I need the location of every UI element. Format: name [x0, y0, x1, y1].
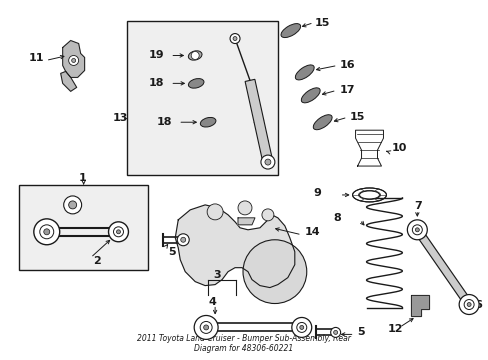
Circle shape	[63, 196, 81, 214]
Polygon shape	[61, 71, 77, 91]
Text: 4: 4	[208, 297, 216, 306]
Ellipse shape	[352, 188, 386, 202]
Text: 2: 2	[93, 256, 101, 266]
Text: 9: 9	[313, 188, 321, 198]
Circle shape	[411, 225, 422, 235]
Text: 5: 5	[357, 327, 365, 337]
Ellipse shape	[188, 51, 202, 60]
Circle shape	[264, 159, 270, 165]
Bar	[127, 21, 277, 175]
Circle shape	[261, 155, 274, 169]
Circle shape	[177, 234, 189, 246]
Text: 19: 19	[148, 50, 163, 60]
Polygon shape	[175, 205, 294, 288]
Polygon shape	[62, 41, 84, 77]
Circle shape	[466, 302, 470, 306]
Text: 11: 11	[29, 54, 44, 63]
Circle shape	[191, 51, 199, 59]
Circle shape	[68, 55, 79, 66]
Polygon shape	[355, 130, 383, 166]
Text: 6: 6	[473, 300, 481, 310]
Circle shape	[200, 321, 212, 333]
Circle shape	[68, 201, 77, 209]
Circle shape	[330, 328, 340, 337]
Text: 7: 7	[413, 201, 421, 211]
Circle shape	[181, 237, 185, 242]
Polygon shape	[238, 218, 254, 225]
Text: 13: 13	[112, 113, 128, 123]
Text: 8: 8	[333, 213, 341, 223]
Circle shape	[291, 318, 311, 337]
Text: 15: 15	[314, 18, 329, 28]
Text: 1: 1	[79, 173, 86, 183]
Circle shape	[113, 227, 123, 237]
Circle shape	[262, 209, 273, 221]
Circle shape	[207, 204, 223, 220]
Ellipse shape	[359, 191, 379, 199]
Circle shape	[194, 315, 218, 339]
Circle shape	[296, 323, 306, 332]
Ellipse shape	[313, 115, 331, 130]
Ellipse shape	[200, 117, 216, 127]
Circle shape	[407, 220, 427, 240]
Circle shape	[229, 33, 240, 44]
Text: 18: 18	[156, 117, 171, 127]
Text: 18: 18	[148, 78, 163, 88]
Circle shape	[299, 325, 303, 329]
Ellipse shape	[295, 65, 314, 80]
Circle shape	[108, 222, 128, 242]
Text: 5: 5	[168, 247, 176, 257]
Circle shape	[238, 201, 251, 215]
Text: 3: 3	[213, 270, 220, 280]
Text: 17: 17	[339, 85, 354, 95]
Polygon shape	[413, 228, 471, 307]
Polygon shape	[410, 294, 428, 316]
Text: 2011 Toyota Land Cruiser - Bumper Sub-Assembly, Rear
Diagram for 48306-60221: 2011 Toyota Land Cruiser - Bumper Sub-As…	[137, 334, 350, 353]
Text: 16: 16	[339, 60, 354, 71]
Ellipse shape	[188, 78, 203, 88]
Circle shape	[40, 225, 54, 239]
Text: 15: 15	[349, 112, 364, 122]
Bar	[19, 185, 148, 270]
Text: 10: 10	[390, 143, 406, 153]
Text: 12: 12	[386, 324, 402, 334]
Circle shape	[463, 300, 473, 310]
Circle shape	[233, 37, 237, 41]
Polygon shape	[244, 79, 272, 163]
Circle shape	[414, 228, 419, 232]
Circle shape	[116, 230, 120, 234]
Circle shape	[34, 219, 60, 245]
Ellipse shape	[281, 24, 300, 37]
Circle shape	[333, 330, 337, 334]
Circle shape	[203, 325, 208, 330]
Circle shape	[458, 294, 478, 315]
Circle shape	[72, 58, 76, 62]
Ellipse shape	[301, 88, 320, 103]
Circle shape	[44, 229, 50, 235]
Text: 14: 14	[304, 227, 320, 237]
Circle shape	[243, 240, 306, 303]
